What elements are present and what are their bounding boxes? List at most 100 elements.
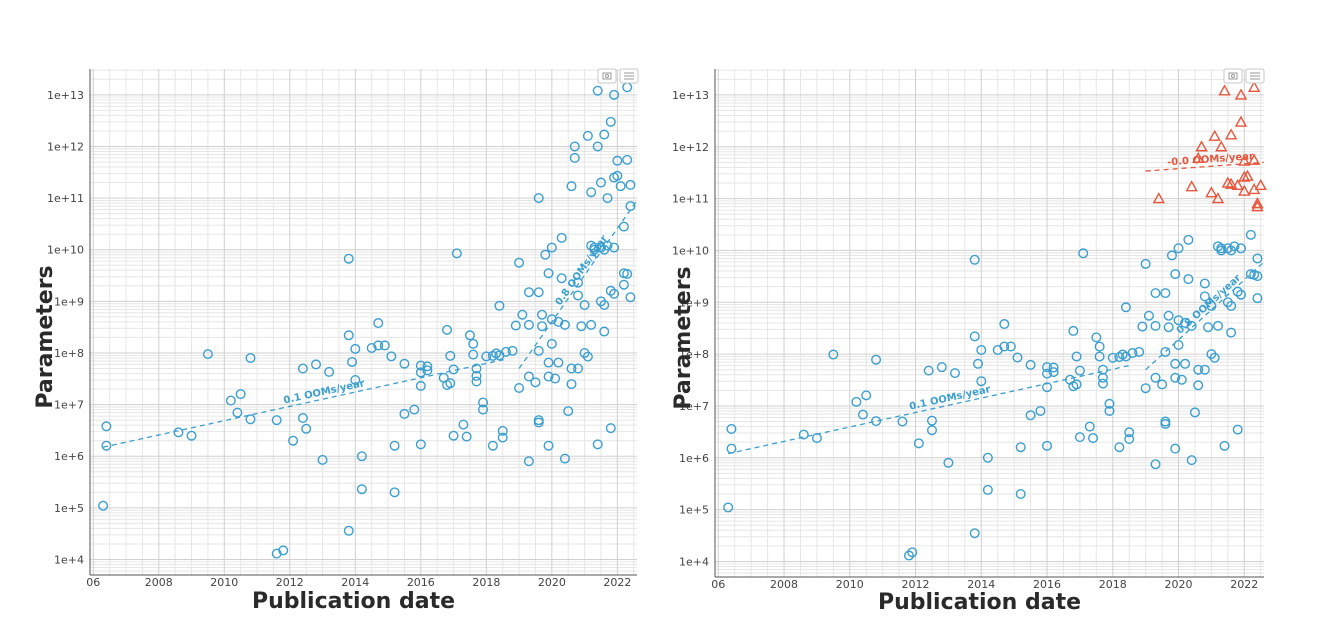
camera-button-frame[interactable]: [1223, 68, 1243, 84]
data-point: [907, 547, 918, 558]
data-point: [366, 342, 377, 353]
data-point: [999, 319, 1010, 330]
x-tick-label: 2014: [967, 578, 995, 591]
data-point: [1193, 364, 1204, 375]
data-point: [1134, 346, 1145, 357]
data-point: [609, 242, 620, 253]
data-point-triangle: [1205, 186, 1218, 198]
y-axis-title: Parameters: [33, 265, 58, 408]
y-tick-label: 1e+4: [679, 555, 709, 568]
circle-series: [723, 229, 1263, 561]
data-point: [1163, 310, 1174, 321]
data-point-triangle: [1251, 197, 1264, 209]
data-point-triangle: [1241, 169, 1254, 181]
data-point: [1186, 320, 1197, 331]
x-tick-label: 2018: [472, 576, 500, 589]
data-point: [1235, 243, 1246, 254]
data-point: [537, 321, 548, 332]
data-point: [828, 349, 839, 360]
data-point: [586, 187, 597, 198]
x-tick-label: 2020: [538, 576, 566, 589]
data-point: [373, 318, 384, 329]
data-point: [245, 414, 256, 425]
menu-icon[interactable]: [1245, 68, 1265, 84]
data-point: [726, 423, 737, 434]
data-point: [811, 433, 822, 444]
x-tick-label: 2022: [603, 576, 631, 589]
data-point: [592, 85, 603, 96]
data-point-triangle: [1152, 192, 1165, 204]
data-point: [926, 415, 937, 426]
data-point: [379, 340, 390, 351]
camera-button-frame[interactable]: [597, 68, 617, 84]
data-point: [523, 456, 534, 467]
y-tick-label: 1e+5: [679, 504, 709, 517]
data-point: [1015, 442, 1026, 453]
x-tick-label: 2022: [1230, 578, 1258, 591]
data-point: [442, 324, 453, 335]
data-point: [514, 382, 525, 393]
data-point: [566, 181, 577, 192]
data-point: [448, 364, 459, 375]
data-point: [1094, 351, 1105, 362]
data-point: [1071, 351, 1082, 362]
data-point: [1173, 339, 1184, 350]
data-point: [1189, 407, 1200, 418]
camera-lens: [605, 74, 609, 78]
data-point: [589, 242, 600, 253]
data-point: [1170, 443, 1181, 454]
data-point: [1229, 241, 1240, 252]
y-tick-label: 1e+11: [672, 193, 709, 206]
data-point: [1173, 315, 1184, 326]
data-point: [468, 338, 479, 349]
x-axis-title: Publication date: [878, 590, 1081, 615]
x-tick-label: 2010: [836, 578, 864, 591]
data-point: [582, 351, 593, 362]
data-point-triangle: [1218, 84, 1231, 96]
y-tick-label: 1e+10: [672, 244, 709, 257]
data-point: [602, 193, 613, 204]
data-point: [1097, 364, 1108, 375]
data-point: [533, 345, 544, 356]
data-point: [595, 177, 606, 188]
data-point: [618, 221, 629, 232]
data-point: [605, 116, 616, 127]
data-point: [461, 431, 472, 442]
data-point: [1005, 341, 1016, 352]
data-point: [478, 404, 489, 415]
data-point-triangle: [1208, 129, 1221, 141]
data-point: [943, 457, 954, 468]
data-point: [543, 440, 554, 451]
y-tick-label: 1e+4: [54, 554, 84, 567]
data-point: [232, 407, 243, 418]
data-point: [297, 413, 308, 424]
x-tick-label: 2020: [1165, 578, 1193, 591]
data-point: [530, 377, 541, 388]
data-point: [445, 350, 456, 361]
camera-icon[interactable]: [597, 68, 617, 84]
data-point-triangle: [1211, 192, 1225, 204]
data-point: [605, 423, 616, 434]
data-point: [1160, 416, 1171, 427]
data-point: [569, 152, 580, 163]
data-point: [861, 390, 872, 401]
data-point: [448, 430, 459, 441]
data-point: [500, 346, 511, 357]
data-point: [343, 253, 354, 264]
data-point: [1160, 288, 1171, 299]
data-point: [1048, 362, 1059, 373]
menu-icon[interactable]: [619, 68, 639, 84]
trend-line: [518, 200, 638, 369]
y-tick-label: 1e+12: [672, 141, 709, 154]
data-point: [1183, 234, 1194, 245]
data-point: [415, 367, 426, 378]
data-point: [514, 257, 525, 268]
x-tick-label: 2016: [1033, 578, 1061, 591]
y-tick-label: 1e+10: [47, 244, 84, 257]
data-point: [1150, 459, 1161, 470]
camera-icon[interactable]: [1223, 68, 1243, 84]
y-tick-label: 1e+7: [54, 399, 84, 412]
data-point: [235, 389, 246, 400]
data-point: [478, 397, 489, 408]
data-point-triangle: [1234, 88, 1248, 100]
